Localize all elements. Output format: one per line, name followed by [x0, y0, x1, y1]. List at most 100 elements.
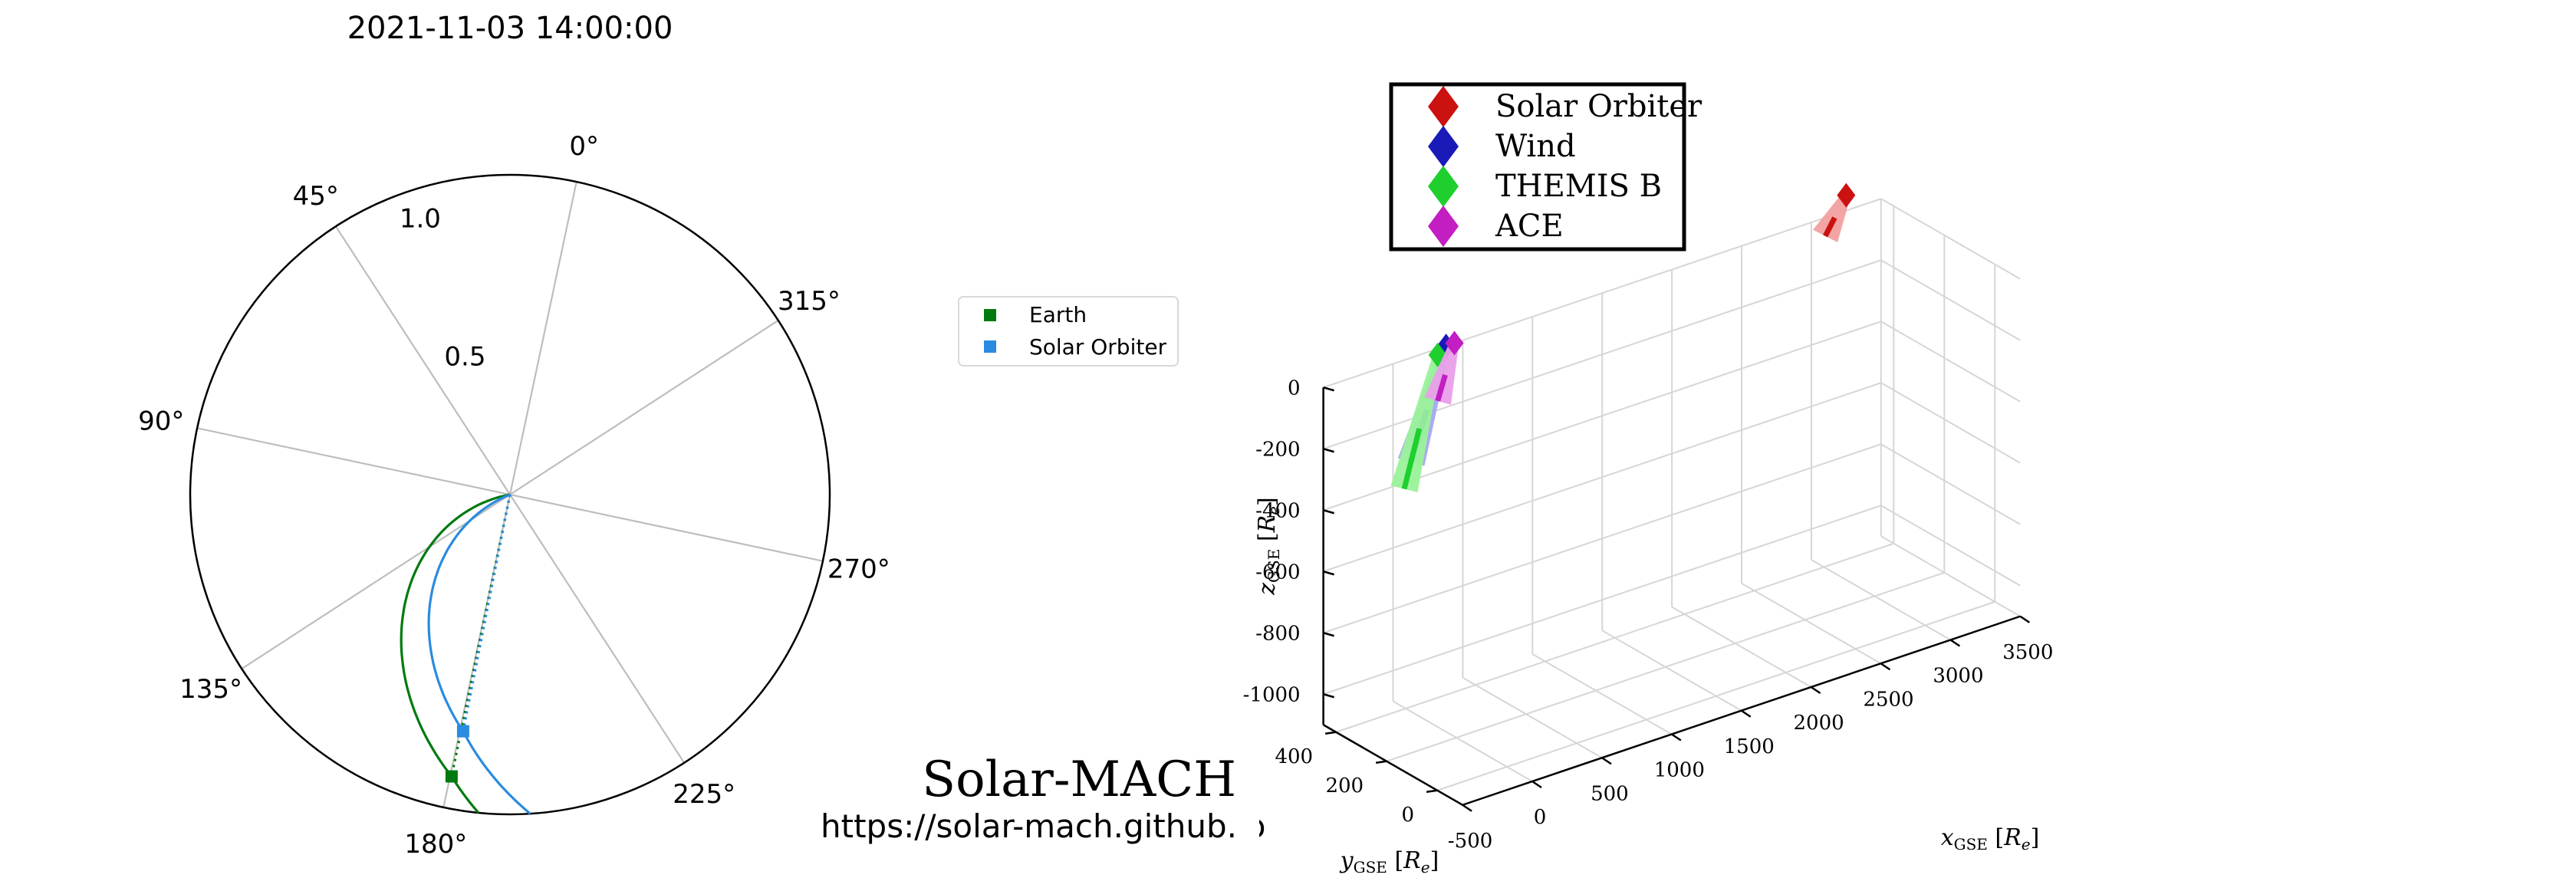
- polar-legend: Earth Solar Orbiter: [958, 296, 1179, 367]
- polar-angle-label: 45°: [293, 181, 339, 212]
- spacecraft-diamond: [1837, 183, 1856, 208]
- z-tick: [1323, 509, 1334, 515]
- polar-angle-label: 180°: [404, 829, 467, 860]
- polar-angle-label: 0°: [569, 131, 599, 162]
- y-tick-label: 0: [1402, 804, 1415, 827]
- legend-diamond-themis-b: [1428, 166, 1459, 207]
- polar-legend-frame: [958, 296, 1179, 367]
- polar-radial-tick-label: 0.5: [444, 342, 485, 373]
- brand-url: https://solar-mach.github.io: [821, 807, 1265, 845]
- x-tick-label: 2000: [1794, 712, 1844, 735]
- polar-angle-labels: 0° 45° 90° 135° 180° 225° 270° 315°: [138, 131, 890, 860]
- polar-angle-label: 135°: [179, 674, 242, 705]
- x-tick-label: 3000: [1933, 665, 1983, 688]
- x-tick: [1949, 639, 1961, 647]
- spacecraft-trail: [1813, 192, 1851, 243]
- legend-marker-earth: [984, 309, 996, 321]
- x-axis-label: xGSE [Re]: [1941, 824, 2040, 853]
- spacecraft-diamond: [1445, 330, 1464, 356]
- 3d-gridline: [1601, 630, 1742, 712]
- x-tick: [2019, 615, 2030, 623]
- timestamp-title: 2021-11-03 14:00:00: [347, 11, 673, 46]
- polar-radial-tick-label: 1.0: [400, 203, 441, 234]
- 3d-gridline: [1531, 653, 1673, 735]
- x-tick: [1741, 709, 1752, 718]
- z-tick-label: -600: [1255, 561, 1300, 584]
- z-tick-label: 0: [1288, 377, 1301, 400]
- polar-angle-label: 270°: [827, 554, 890, 585]
- 3d-gridline: [1880, 505, 2021, 587]
- 3d-gridline: [1880, 259, 2021, 341]
- 3d-gridline: [1811, 559, 1951, 641]
- x-tick-label: 3500: [2002, 641, 2053, 664]
- 3d-gridline: [1323, 505, 1882, 695]
- 3d-gridline: [1880, 382, 2021, 464]
- orbit-3d-chart: -500 0 500 1000 1500 2000 2500 3000 3500 0 200 400 0…: [1243, 82, 2054, 876]
- legend3d-label-solar-orbiter: Solar Orbiter: [1495, 89, 1703, 124]
- 3d-legend: Solar Orbiter Wind THEMIS B ACE: [1389, 82, 1703, 252]
- z-tick-label: -400: [1255, 499, 1300, 522]
- legend-diamond-solar-orbiter: [1428, 86, 1459, 127]
- z-tick-label: -800: [1255, 622, 1300, 645]
- 3d-gridline: [1880, 535, 2021, 617]
- z-tick: [1323, 448, 1334, 453]
- polar-angle-label: 225°: [673, 779, 735, 810]
- x-tick-label: 1000: [1654, 759, 1705, 782]
- x-tick-label: -500: [1448, 830, 1492, 853]
- spiral-line: [427, 493, 531, 815]
- legend-label-earth: Earth: [1029, 302, 1087, 327]
- legend-diamond-ace: [1428, 206, 1459, 247]
- z-tick: [1323, 571, 1334, 576]
- x-tick-label: 500: [1591, 782, 1629, 805]
- 3d-gridline: [1323, 443, 1882, 634]
- spacecraft-marker: [445, 770, 458, 783]
- x-tick: [1601, 757, 1612, 765]
- polar-series: [400, 493, 531, 815]
- 3d-gridline: [1880, 198, 2021, 280]
- 3d-gridline: [1462, 676, 1603, 759]
- 3d-gridline: [1386, 571, 1945, 762]
- legend-diamond-wind: [1428, 126, 1459, 167]
- legend-label-solar-orbiter: Solar Orbiter: [1029, 334, 1167, 360]
- brand-title: Solar-MACH: [922, 751, 1236, 808]
- z-tick-label: -1000: [1243, 683, 1301, 706]
- 3d-gridline: [1741, 582, 1881, 665]
- x-tick-label: 1500: [1724, 735, 1775, 758]
- 3d-gridline: [1323, 382, 1882, 573]
- polar-chart: 2021-11-03 14:00:00 0° 45° 90° 135° 180° 225°…: [138, 11, 1179, 860]
- y-tick: [1375, 760, 1387, 764]
- y-tick: [1426, 789, 1438, 793]
- legend3d-label-ace: ACE: [1495, 209, 1564, 244]
- x-tick: [1531, 780, 1542, 789]
- polar-radial-labels: 0.5 1.0: [400, 203, 486, 372]
- spiral-line: [400, 493, 511, 814]
- x-tick: [1810, 686, 1821, 695]
- y-axis-label: yGSE [Re]: [1339, 847, 1439, 876]
- 3d-grid: [1322, 198, 2021, 806]
- spacecraft-trail: [1424, 341, 1459, 405]
- 3d-gridline: [1671, 606, 1812, 688]
- 3d-series: [1390, 183, 1856, 492]
- spacecraft-track: [1435, 373, 1448, 402]
- x-tick-label: 0: [1534, 806, 1547, 829]
- y-tick-label: 400: [1275, 745, 1313, 768]
- spacecraft-track: [1401, 428, 1423, 490]
- x-tick: [1671, 733, 1682, 742]
- brand-url-clip: [1236, 805, 1259, 851]
- polar-frame: [189, 173, 831, 816]
- y-tick-label: 200: [1325, 774, 1364, 797]
- spacecraft-track: [1822, 216, 1837, 238]
- z-tick: [1323, 386, 1334, 392]
- 3d-gridline: [1393, 700, 1533, 782]
- 3d-gridline: [1880, 443, 2021, 525]
- z-tick-label: -200: [1255, 438, 1300, 461]
- 3d-ticks: -500 0 500 1000 1500 2000 2500 3000 3500 0 200 400 0…: [1243, 377, 2054, 853]
- x-tick-label: 2500: [1863, 688, 1913, 711]
- legend-marker-solar-orbiter: [984, 340, 996, 353]
- x-tick: [1462, 804, 1472, 812]
- z-tick: [1323, 632, 1334, 637]
- 3d-gridline: [1335, 542, 1894, 733]
- polar-angle-label: 90°: [138, 406, 184, 436]
- y-axis-line: [1322, 724, 1463, 806]
